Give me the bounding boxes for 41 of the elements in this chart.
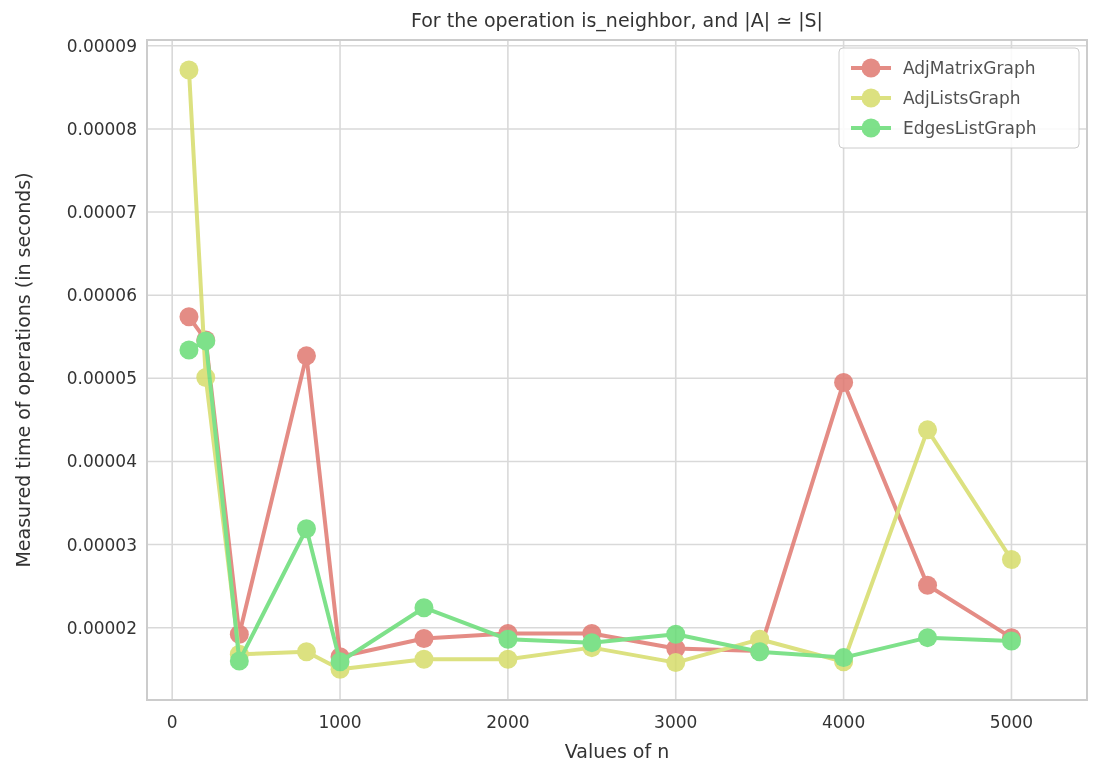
point bbox=[666, 624, 686, 644]
point bbox=[179, 60, 199, 80]
legend-label: AdjListsGraph bbox=[903, 88, 1021, 108]
y-tick-label: 0.00009 bbox=[66, 35, 137, 56]
point bbox=[918, 575, 938, 595]
x-tick-label: 2000 bbox=[486, 712, 530, 732]
point bbox=[918, 420, 938, 440]
x-tick-label: 5000 bbox=[989, 712, 1034, 732]
point bbox=[229, 651, 249, 671]
y-tick-label: 0.00008 bbox=[66, 118, 137, 139]
point bbox=[296, 346, 316, 366]
point bbox=[918, 628, 938, 648]
point bbox=[179, 340, 199, 360]
point bbox=[582, 633, 602, 653]
point bbox=[296, 642, 316, 662]
chart-title: For the operation is_neighbor, and |A| ≃ |S| bbox=[410, 9, 824, 32]
point bbox=[179, 307, 199, 327]
x-tick-label: 4000 bbox=[821, 712, 866, 732]
y-tick-label: 0.00003 bbox=[66, 534, 137, 555]
legend-label: EdgesListGraph bbox=[903, 118, 1037, 138]
point bbox=[414, 598, 434, 618]
point bbox=[498, 629, 518, 649]
point bbox=[498, 649, 518, 669]
point bbox=[834, 372, 854, 392]
y-tick-label: 0.00006 bbox=[66, 285, 137, 306]
point bbox=[666, 653, 686, 673]
legend-label: AdjMatrixGraph bbox=[903, 58, 1036, 78]
point bbox=[330, 652, 350, 672]
y-tick-label: 0.00004 bbox=[66, 451, 137, 472]
point bbox=[414, 628, 434, 648]
y-axis-title: Measured time of operations (in seconds) bbox=[12, 172, 34, 568]
x-axis-title: Values of n bbox=[564, 740, 670, 762]
x-tick-label: 0 bbox=[166, 712, 178, 732]
y-tick-label: 0.00005 bbox=[66, 368, 137, 389]
point bbox=[414, 649, 434, 669]
y-tick-label: 0.00007 bbox=[66, 202, 137, 223]
point bbox=[296, 519, 316, 539]
x-tick-label: 3000 bbox=[654, 712, 698, 732]
point bbox=[1001, 550, 1021, 570]
x-tick-label: 1000 bbox=[318, 712, 362, 732]
y-tick-label: 0.00002 bbox=[66, 617, 137, 638]
